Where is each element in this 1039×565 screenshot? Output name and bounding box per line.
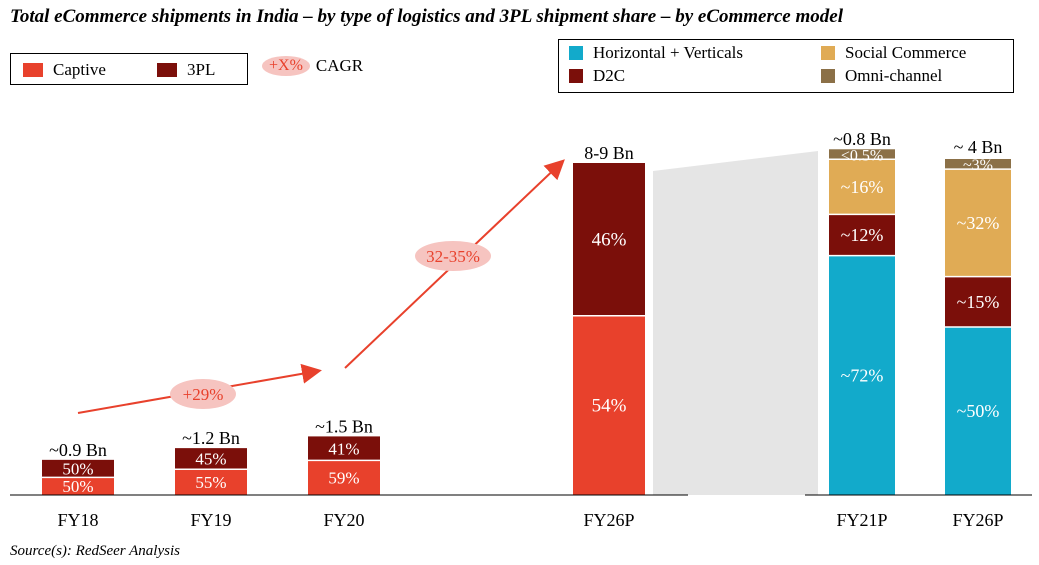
legend-label-omni: Omni-channel <box>845 66 943 85</box>
data-label-horizontal-fy21p: ~72% <box>841 365 884 385</box>
data-label-omni-fy21p: <0.5% <box>841 147 883 164</box>
bar-3pl-fy18 <box>42 459 114 478</box>
total-label-fy26p: 8-9 Bn <box>584 143 634 163</box>
legend-label-d2c: D2C <box>593 66 626 85</box>
cagr-label-1: +29% <box>183 385 224 404</box>
chart-title: Total eCommerce shipments in India – by … <box>10 6 843 27</box>
source-note: Source(s): RedSeer Analysis <box>10 543 180 559</box>
legend-label-social: Social Commerce <box>845 43 967 62</box>
data-label-captive-fy19: 55% <box>195 473 226 492</box>
x-tick-fy18: FY18 <box>57 510 98 530</box>
legend-label-horizontal: Horizontal + Verticals <box>593 43 743 62</box>
legend-item-3pl: 3PL <box>157 60 215 80</box>
bar-d2c-fy21p <box>829 214 895 256</box>
legend-swatch-horizontal <box>569 46 583 60</box>
bar-horizontal-fy26p <box>945 327 1011 495</box>
legend-swatch-captive <box>23 63 43 77</box>
x-tick-fy20: FY20 <box>323 510 364 530</box>
legend-item-social: Social Commerce <box>821 43 966 63</box>
legend-item-d2c: D2C <box>569 66 625 86</box>
bar-captive-fy20 <box>308 460 380 495</box>
cagr-key-label: CAGR <box>315 56 364 75</box>
legend-item-horizontal: Horizontal + Verticals <box>569 43 743 63</box>
bar-captive-fy18 <box>42 477 114 495</box>
data-label-omni-fy26p: ~3% <box>963 157 993 174</box>
legend-swatch-omni <box>821 69 835 83</box>
data-label-captive-fy18: 50% <box>62 477 93 496</box>
bar-social-fy26p <box>945 169 1011 277</box>
legend-swatch-social <box>821 46 835 60</box>
bar-social-fy21p <box>829 159 895 215</box>
legend-swatch-3pl <box>157 63 177 77</box>
legend-label-3pl: 3PL <box>187 60 216 79</box>
total-label-fy20: ~1.5 Bn <box>315 416 373 436</box>
data-label-horizontal-fy26p: ~50% <box>957 401 1000 421</box>
bar-omni-fy21p <box>829 149 895 160</box>
bar-d2c-fy26p <box>945 276 1011 327</box>
legend-logistics: Captive 3PL <box>10 53 248 85</box>
bar-captive-fy19 <box>175 469 247 495</box>
x-tick-fy26p: FY26P <box>583 510 634 530</box>
bar-3pl-fy19 <box>175 448 247 470</box>
cagr-oval-2 <box>415 241 491 271</box>
legend-ecommerce-model: Horizontal + Verticals D2C Social Commer… <box>558 39 1014 93</box>
cagr-label-2: 32-35% <box>426 247 480 266</box>
data-label-captive-fy20: 59% <box>328 469 359 488</box>
data-label-social-fy21p: ~16% <box>841 177 884 197</box>
total-label-fy19: ~1.2 Bn <box>182 428 240 448</box>
total-label-right-fy21p: ~0.8 Bn <box>833 129 891 149</box>
data-label-3pl-fy20: 41% <box>328 439 359 458</box>
bar-horizontal-fy21p <box>829 255 895 495</box>
x-tick-right-fy21p: FY21P <box>836 510 887 530</box>
legend-label-captive: Captive <box>53 60 106 79</box>
x-tick-fy19: FY19 <box>190 510 231 530</box>
legend-swatch-d2c <box>569 69 583 83</box>
bar-3pl-fy26p <box>573 163 645 316</box>
data-label-3pl-fy26p: 46% <box>592 229 627 250</box>
bar-3pl-fy20 <box>308 436 380 461</box>
cagr-key-oval: +X% <box>262 56 310 76</box>
data-label-captive-fy26p: 54% <box>592 395 627 416</box>
data-label-3pl-fy18: 50% <box>62 460 93 479</box>
data-label-3pl-fy19: 45% <box>195 450 226 469</box>
total-label-fy18: ~0.9 Bn <box>49 440 107 460</box>
cagr-oval-1 <box>170 379 236 409</box>
x-tick-right-fy26p: FY26P <box>952 510 1003 530</box>
bar-captive-fy26p <box>573 315 645 495</box>
bar-omni-fy26p <box>945 159 1011 170</box>
data-label-d2c-fy26p: ~15% <box>957 292 1000 312</box>
legend-cagr-key: +X% CAGR <box>262 56 363 76</box>
data-label-social-fy26p: ~32% <box>957 213 1000 233</box>
zoom-connector <box>653 151 818 495</box>
legend-item-captive: Captive <box>23 60 106 80</box>
data-label-d2c-fy21p: ~12% <box>841 225 884 245</box>
total-label-right-fy26p: ~ 4 Bn <box>954 137 1003 157</box>
legend-item-omni: Omni-channel <box>821 66 942 86</box>
